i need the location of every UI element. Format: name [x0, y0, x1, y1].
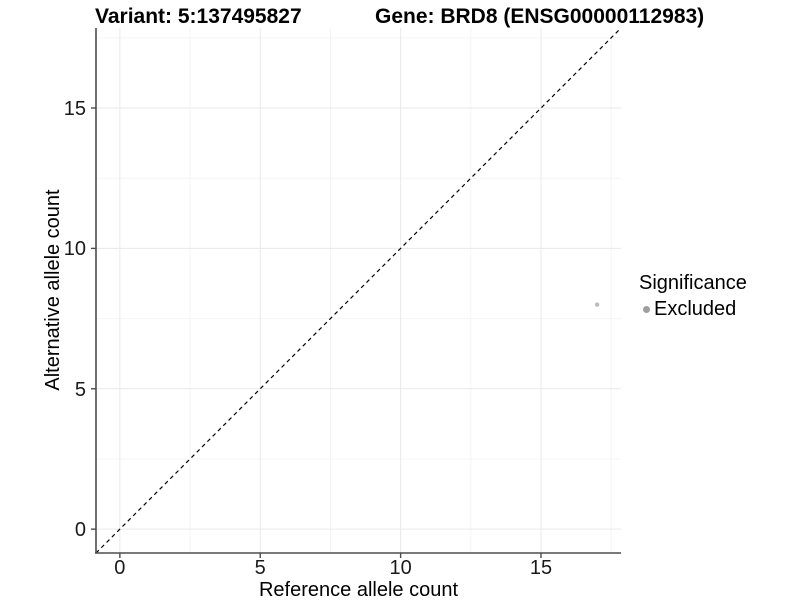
data-point — [594, 302, 600, 307]
legend-key — [639, 302, 653, 316]
x-tick-label: 15 — [529, 557, 553, 579]
x-tick-label: 0 — [114, 557, 126, 579]
y-tick-label: 15 — [63, 98, 86, 120]
x-tick-label: 5 — [254, 557, 266, 579]
identity-line — [95, 27, 622, 554]
legend-entry: Excluded — [639, 297, 747, 321]
x-tick-label: 10 — [389, 557, 412, 579]
y-tick-label: 5 — [74, 378, 86, 401]
variant-title: Variant: 5:137495827 — [95, 5, 302, 28]
legend-entries: Excluded — [639, 297, 747, 321]
y-axis-title: Alternative allele count — [42, 189, 64, 391]
y-tick-label: 10 — [63, 238, 86, 261]
x-axis-title: Reference allele count — [258, 579, 458, 601]
legend-entry-label: Excluded — [654, 298, 737, 320]
legend-point-icon — [642, 305, 650, 313]
y-tick-label: 0 — [74, 519, 86, 542]
gene-title: Gene: BRD8 (ENSG00000112983) — [375, 5, 705, 28]
legend: Significance Excluded — [639, 271, 747, 321]
legend-title: Significance — [639, 272, 747, 294]
